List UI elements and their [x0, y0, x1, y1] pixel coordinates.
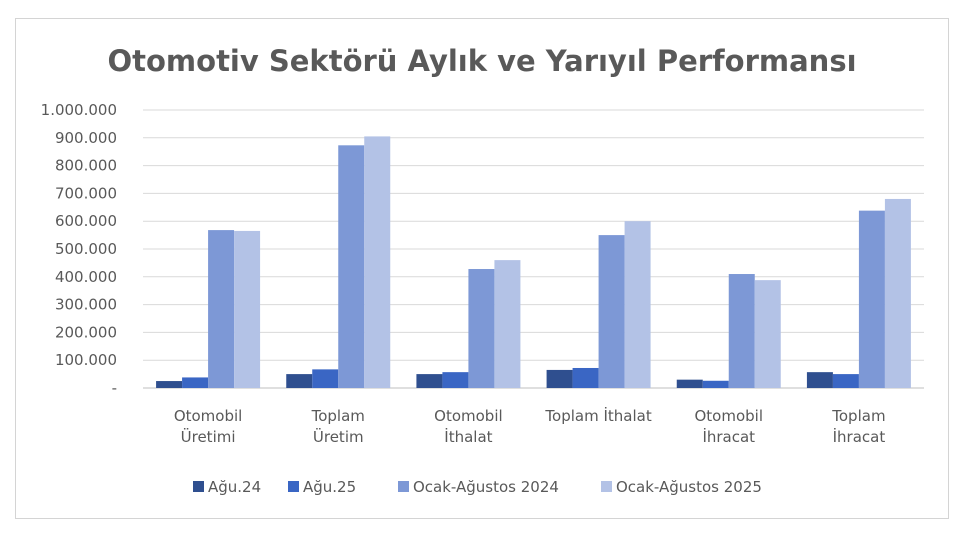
legend-label: Ağu.25 — [303, 478, 356, 496]
legend-swatch — [398, 481, 409, 492]
bar — [494, 260, 521, 388]
y-tick-label: 100.000 — [55, 351, 117, 369]
legend-swatch — [601, 481, 612, 492]
bar — [572, 367, 599, 388]
x-category-label: Otomobil Üretimi — [174, 407, 243, 446]
x-category-label: Toplam İhracat — [831, 407, 885, 446]
bar — [208, 230, 235, 388]
bars — [156, 136, 911, 388]
y-tick-label: 400.000 — [55, 268, 117, 286]
y-tick-label: 900.000 — [55, 129, 117, 147]
bar — [416, 374, 443, 388]
bar — [546, 369, 573, 388]
legend-swatch — [193, 481, 204, 492]
x-category-label: Otomobil İhracat — [694, 407, 763, 446]
bar — [884, 198, 911, 388]
chart-title: Otomotiv Sektörü Aylık ve Yarıyıl Perfor… — [107, 44, 856, 78]
legend-label: Ağu.24 — [208, 478, 261, 496]
bar — [156, 381, 183, 388]
bar — [286, 374, 313, 388]
bar — [442, 372, 469, 388]
y-tick-label: 300.000 — [55, 296, 117, 314]
bar — [364, 136, 391, 388]
y-tick-label: 600.000 — [55, 212, 117, 230]
x-category-label: Toplam Üretim — [311, 407, 365, 446]
bar — [728, 274, 755, 388]
y-tick-label: 800.000 — [55, 157, 117, 175]
bar — [234, 230, 261, 388]
x-category-label: Otomobil İthalat — [434, 407, 503, 446]
y-axis: - 100.000 200.000 300.000 400.000 500.000 600.… — [41, 101, 117, 397]
bar — [676, 379, 703, 388]
bar — [754, 280, 781, 388]
legend-swatch — [288, 481, 299, 492]
chart-frame — [15, 18, 949, 519]
y-tick-label: 700.000 — [55, 184, 117, 202]
y-tick-label: - — [112, 379, 117, 397]
gridlines — [143, 109, 924, 389]
bar — [468, 269, 495, 388]
y-tick-label: 500.000 — [55, 240, 117, 258]
y-tick-label: 1.000.000 — [41, 101, 117, 119]
bar — [702, 380, 729, 388]
y-tick-label: 200.000 — [55, 323, 117, 341]
bar — [312, 369, 339, 388]
legend-label: Ocak-Ağustos 2024 — [413, 478, 559, 496]
bar — [182, 377, 209, 388]
bar — [858, 210, 885, 388]
bar — [338, 145, 365, 388]
legend-label: Ocak-Ağustos 2025 — [616, 478, 762, 496]
bar — [832, 374, 859, 388]
x-axis: Otomobil Üretimi Toplam Üretim Otomobil İthal… — [174, 406, 886, 446]
bar — [806, 372, 833, 388]
x-category-label: Toplam İthalat — [544, 406, 651, 425]
legend: Ağu.24 Ağu.25 Ocak-Ağustos 2024 Ocak-Ağusto… — [193, 478, 762, 496]
bar — [624, 221, 651, 388]
bar — [598, 235, 625, 388]
